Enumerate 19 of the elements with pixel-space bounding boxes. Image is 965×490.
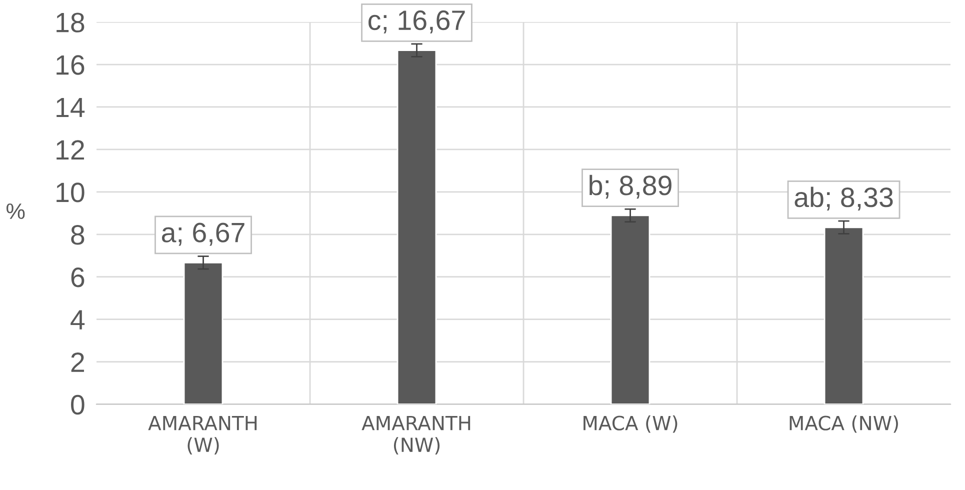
y-tick-label: 18	[56, 12, 84, 32]
y-tick-label: 6	[71, 268, 84, 288]
y-tick-label: 8	[71, 225, 84, 245]
x-tick-label: AMARANTH (W)	[148, 416, 257, 454]
y-tick-label: 2	[71, 352, 84, 372]
x-tick-label: AMARANTH (NW)	[362, 416, 470, 454]
x-tick-label: MACA (NW)	[790, 415, 898, 433]
data-label: a; 6,67	[162, 222, 244, 246]
y-tick-label: 14	[56, 98, 85, 118]
y-tick-label: 12	[56, 140, 84, 160]
y-axis-title: %	[6, 203, 25, 220]
y-tick-label: 0	[71, 394, 84, 415]
data-label: c; 16,67	[368, 10, 465, 34]
y-tick-label: 4	[70, 310, 85, 330]
x-tick-label: MACA (W)	[584, 415, 678, 433]
y-tick-label: 10	[56, 182, 84, 202]
data-label: b; 8,89	[590, 174, 672, 199]
data-label: ab; 8,33	[794, 186, 893, 210]
y-tick-label: 16	[56, 55, 84, 75]
